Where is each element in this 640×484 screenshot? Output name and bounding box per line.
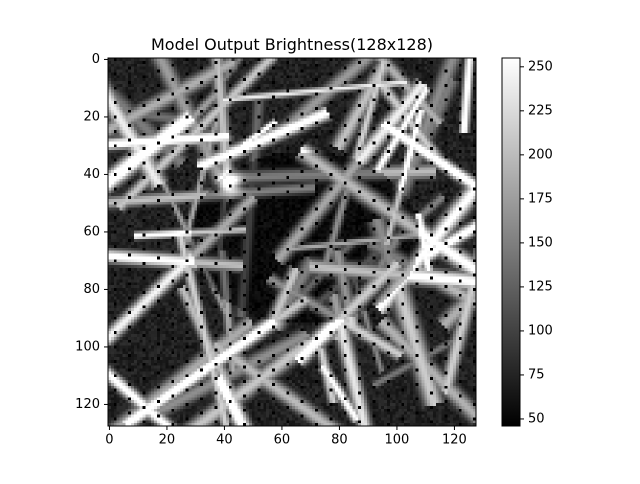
y-tick-label: 20 [83, 109, 100, 124]
y-tick-label: 0 [92, 52, 100, 67]
colorbar-tick-label: 50 [528, 411, 545, 426]
colorbar-tick-label: 250 [528, 59, 553, 74]
x-axis: 0 20 40 60 80 100 120 [105, 426, 467, 448]
heatmap-pixels [108, 58, 476, 426]
x-tick-label: 0 [105, 433, 113, 448]
colorbar-tick-label: 225 [528, 103, 553, 118]
x-tick-label: 120 [442, 433, 467, 448]
colorbar-tick-label: 200 [528, 147, 553, 162]
colorbar-tick-label: 150 [528, 235, 553, 250]
colorbar-tick-label: 125 [528, 279, 553, 294]
axes-frame [107, 57, 477, 427]
colorbar-ticks: 50 75 100 125 150 175 200 225 250 [520, 59, 553, 426]
y-tick-label: 120 [75, 397, 100, 412]
x-tick-label: 100 [385, 433, 410, 448]
y-tick-label: 80 [83, 282, 100, 297]
colorbar-tick-label: 175 [528, 191, 553, 206]
heatmap-image [108, 58, 476, 426]
colorbar-tick-label: 100 [528, 323, 553, 338]
chart-title: Model Output Brightness(128x128) [151, 35, 433, 54]
colorbar: 50 75 100 125 150 175 200 225 250 [501, 57, 553, 427]
colorbar-tick-label: 75 [528, 367, 545, 382]
colorbar-gradient [501, 57, 521, 427]
x-tick-label: 20 [159, 433, 176, 448]
x-tick-label: 40 [216, 433, 233, 448]
y-tick-label: 100 [75, 339, 100, 354]
x-tick-label: 80 [331, 433, 348, 448]
x-tick-label: 60 [274, 433, 291, 448]
y-tick-label: 40 [83, 167, 100, 182]
y-tick-label: 60 [83, 224, 100, 239]
y-axis: 0 20 40 60 80 100 120 [75, 52, 108, 412]
